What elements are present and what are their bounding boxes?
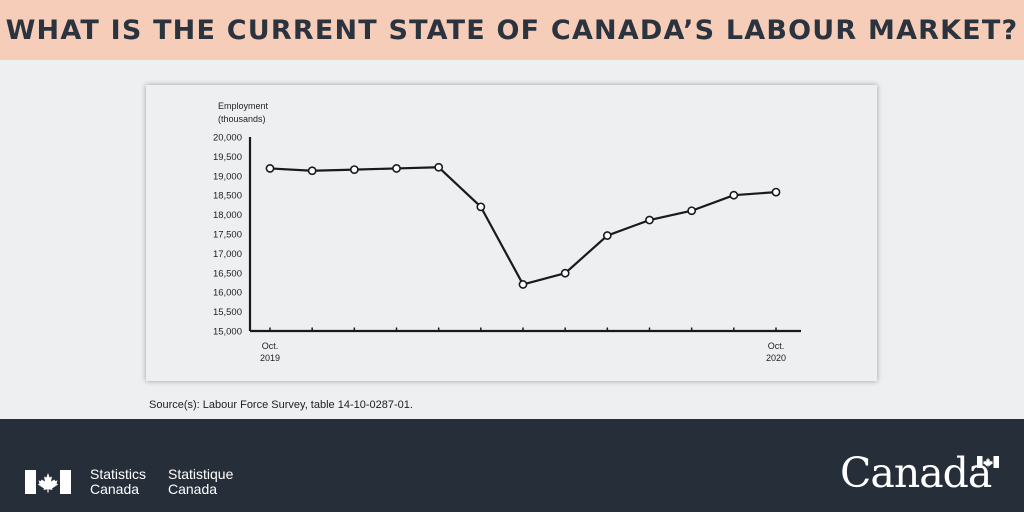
footer: Statistics Canada Statistique Canada Can… <box>0 419 1024 512</box>
page-title: WHAT IS THE CURRENT STATE OF CANADA’S LA… <box>5 14 1019 46</box>
data-point <box>560 268 570 278</box>
data-point <box>307 166 317 176</box>
data-point <box>645 215 654 225</box>
x-tick-label: Oct. <box>768 341 785 351</box>
banner: WHAT IS THE CURRENT STATE OF CANADA’S LA… <box>0 0 1024 60</box>
canada-wordmark: Canada <box>840 449 992 497</box>
data-point <box>392 164 401 173</box>
chart-card: Employment (thousands) 15,000 15,500 16,00… <box>146 85 877 381</box>
y-tick-label: 15,500 <box>213 307 242 318</box>
y-tick-label: 15,000 <box>213 327 242 338</box>
data-point <box>476 202 486 212</box>
statistique-canada-fr: Statistique Canada <box>168 467 233 497</box>
y-axis-label-line-1: Employment <box>218 101 269 111</box>
data-point <box>349 165 359 174</box>
y-tick-label: 17,000 <box>213 249 242 260</box>
sc-fr-line-2: Canada <box>168 481 218 497</box>
data-points <box>265 162 781 289</box>
x-tick-label: 2020 <box>766 353 786 363</box>
data-point <box>687 206 697 216</box>
data-point <box>602 231 612 240</box>
y-tick-label: 18,500 <box>213 191 242 202</box>
data-point <box>265 164 275 173</box>
y-tick-label: 19,000 <box>213 171 242 182</box>
sc-en-line-2: Canada <box>90 481 140 497</box>
y-axis-label-line-2: (thousands) <box>218 114 266 124</box>
y-tick-label: 17,500 <box>213 230 242 241</box>
y-tick-label: 16,500 <box>213 268 242 279</box>
wordmark-flag-icon <box>977 456 999 468</box>
data-point <box>518 280 528 289</box>
x-ticks: Oct. 2019 Oct. 2020 <box>260 327 786 363</box>
x-tick-label: 2019 <box>260 353 280 363</box>
y-tick-label: 18,000 <box>213 210 242 221</box>
data-point <box>434 162 444 172</box>
data-point <box>771 187 781 197</box>
y-ticks: 15,000 15,500 16,000 16,500 17,000 17,500 18,0… <box>213 133 242 338</box>
series-line <box>269 166 777 286</box>
canada-flag-icon <box>25 470 71 494</box>
source-note: Source(s): Labour Force Survey, table 14… <box>149 399 413 411</box>
axes <box>248 137 801 333</box>
y-tick-label: 19,500 <box>213 152 242 163</box>
data-point <box>729 190 739 200</box>
y-tick-label: 16,000 <box>213 288 242 299</box>
x-tick-label: Oct. <box>262 341 279 351</box>
employment-line-chart: Employment (thousands) 15,000 15,500 16,00… <box>213 101 801 363</box>
statistics-canada-en: Statistics Canada <box>90 467 146 497</box>
sc-en-line-1: Statistics <box>90 466 147 482</box>
sc-fr-line-1: Statistique <box>168 466 234 482</box>
y-tick-label: 20,000 <box>213 133 242 144</box>
